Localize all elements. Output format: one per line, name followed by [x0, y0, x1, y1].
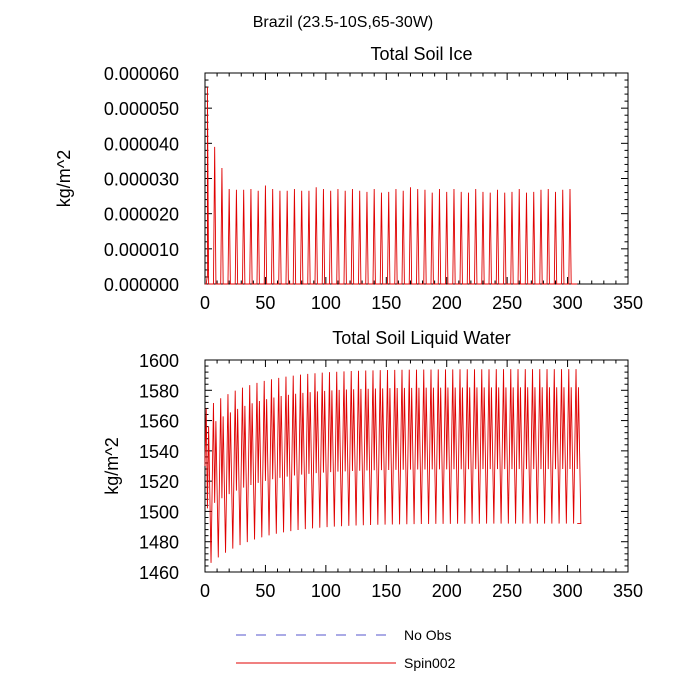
x-tick-label: 50 [255, 581, 275, 601]
y-tick-label: 1560 [139, 412, 179, 432]
figure-title: Brazil (23.5-10S,65-30W) [253, 14, 434, 31]
y-tick-label: 1600 [139, 351, 179, 371]
y-tick-label: 0.000050 [104, 99, 179, 119]
y-tick-label: 0.000030 [104, 170, 179, 190]
x-tick-label: 100 [311, 293, 341, 313]
chart-panel-soil-ice: Total Soil Ice kg/m^2 0 50 100 150 200 250 300 35… [54, 44, 643, 313]
chart-panel-soil-liquid-water: Total Soil Liquid Water kg/m^2 0 50 100 150 20… [102, 328, 643, 601]
y-tick-label: 1460 [139, 563, 179, 583]
y-tick-label: 0.000060 [104, 64, 179, 84]
x-tick-label: 50 [255, 293, 275, 313]
chart-title: Total Soil Ice [370, 44, 472, 64]
x-tick-label: 150 [371, 581, 401, 601]
series-line-spin002 [205, 87, 578, 285]
y-tick-label: 0.000000 [104, 275, 179, 295]
legend: No Obs Spin002 [236, 627, 456, 671]
x-tick-label: 200 [432, 293, 462, 313]
x-tick-label: 150 [371, 293, 401, 313]
x-tick-label: 0 [200, 293, 210, 313]
chart-title: Total Soil Liquid Water [332, 328, 510, 348]
y-tick-label: 0.000040 [104, 134, 179, 154]
x-tick-label: 250 [492, 581, 522, 601]
legend-label-spin002: Spin002 [404, 655, 456, 671]
y-tick-label: 1480 [139, 533, 179, 553]
x-tick-label: 300 [553, 293, 583, 313]
y-axis-label: kg/m^2 [102, 437, 122, 494]
x-tick-label: 250 [492, 293, 522, 313]
legend-label-no-obs: No Obs [404, 627, 451, 643]
x-tick-label: 350 [613, 293, 643, 313]
x-tick-label: 350 [613, 581, 643, 601]
x-tick-label: 300 [553, 581, 583, 601]
y-axis-label: kg/m^2 [54, 150, 74, 207]
y-tick-label: 1520 [139, 472, 179, 492]
y-tick-label: 1540 [139, 442, 179, 462]
x-tick-label: 100 [311, 581, 341, 601]
y-tick-label: 0.000020 [104, 205, 179, 225]
series-line-spin002 [204, 369, 582, 563]
y-tick-label: 0.000010 [104, 240, 179, 260]
y-tick-label: 1580 [139, 381, 179, 401]
x-tick-label: 0 [200, 581, 210, 601]
x-tick-label: 200 [432, 581, 462, 601]
y-tick-label: 1500 [139, 502, 179, 522]
